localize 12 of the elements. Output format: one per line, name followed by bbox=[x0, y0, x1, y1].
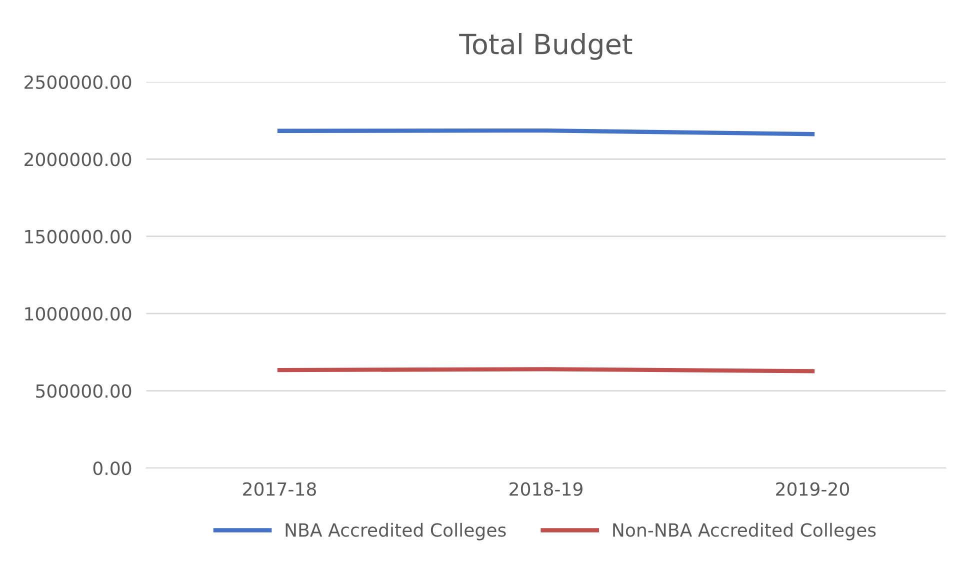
y-tick-label: 500000.00 bbox=[36, 384, 132, 398]
legend-label: Non-NBA Accredited Colleges bbox=[613, 522, 876, 540]
y-tick-label: 1000000.00 bbox=[25, 307, 132, 321]
y-tick-label: 2000000.00 bbox=[24, 152, 132, 166]
x-tick-label: 2018-19 bbox=[510, 482, 582, 496]
y-tick-label: 1500000.00 bbox=[25, 230, 132, 244]
legend-label: NBA Accredited Colleges bbox=[286, 522, 506, 540]
y-tick-label: 0.00 bbox=[93, 461, 132, 476]
x-tick-label: 2017-18 bbox=[243, 482, 316, 496]
x-tick-label: 2019-20 bbox=[776, 482, 850, 496]
y-tick-label: 2500000.00 bbox=[24, 75, 132, 90]
chart-title: Total Budget bbox=[459, 33, 632, 60]
